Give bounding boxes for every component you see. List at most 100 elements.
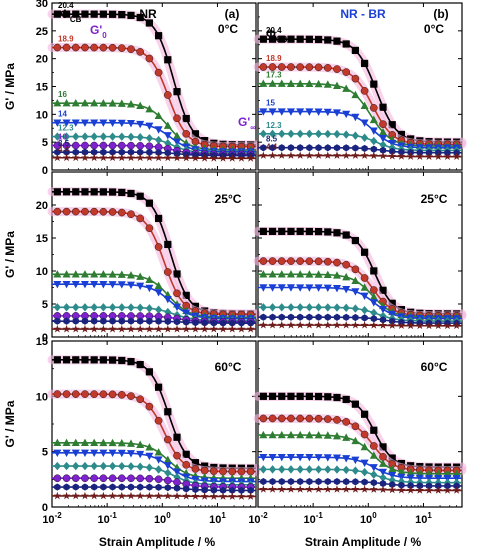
data-point: [90, 207, 98, 216]
data-point: [72, 132, 80, 141]
data-point: [108, 491, 117, 500]
series-4-4: [52, 153, 256, 162]
data-point: [99, 43, 108, 52]
data-point: [145, 104, 154, 113]
data-point: [342, 40, 350, 48]
data-point: [136, 272, 145, 280]
data-point: [360, 151, 369, 159]
data-point: [305, 270, 314, 278]
data-point: [369, 464, 378, 472]
data-point: [154, 111, 163, 119]
data-point: [136, 282, 145, 290]
data-point: [81, 317, 89, 325]
data-point: [72, 356, 80, 364]
data-point: [277, 454, 286, 462]
y-axis-title: G' / MPa: [3, 400, 17, 447]
x-tick-label: 101: [415, 511, 432, 526]
data-point: [259, 284, 268, 292]
data-point: [379, 443, 387, 451]
data-point: [126, 100, 135, 108]
data-point: [379, 146, 387, 154]
data-point: [71, 491, 80, 500]
data-point: [164, 56, 172, 64]
data-point: [278, 465, 286, 474]
data-point: [286, 284, 295, 292]
data-point: [246, 324, 255, 333]
uncertainty-band: [47, 389, 261, 477]
data-point: [145, 122, 154, 131]
uncertainty-band: [47, 43, 261, 152]
data-point: [145, 474, 154, 483]
data-point: [117, 208, 126, 217]
data-point: [259, 303, 267, 312]
data-point: [369, 321, 378, 329]
series-4-4: [258, 151, 462, 161]
data-point: [155, 483, 162, 491]
y-tick-label: 10: [36, 266, 48, 278]
data-point: [370, 479, 377, 487]
data-point: [286, 151, 295, 159]
data-point: [259, 320, 268, 329]
data-point: [323, 284, 332, 292]
panel-2-2: 25°C: [253, 171, 467, 338]
data-point: [342, 68, 350, 76]
data-point: [108, 449, 117, 458]
data-point: [332, 151, 341, 159]
data-point: [305, 454, 314, 462]
data-point: [342, 485, 351, 493]
data-point: [351, 276, 360, 284]
data-point: [425, 486, 434, 494]
data-point: [297, 313, 304, 321]
data-point: [136, 491, 145, 500]
data-point: [209, 154, 218, 162]
data-point: [137, 483, 144, 491]
data-point: [342, 260, 350, 269]
data-point: [164, 484, 171, 492]
data-point: [333, 229, 341, 237]
data-point: [246, 154, 255, 162]
data-point: [379, 479, 387, 488]
data-point: [53, 99, 62, 107]
data-point: [277, 257, 286, 265]
data-point: [342, 84, 351, 92]
data-point: [191, 465, 200, 473]
data-point: [314, 129, 323, 139]
x-axis-title-right: Strain Amplitude / %: [305, 535, 422, 549]
data-point: [154, 243, 163, 251]
data-point: [361, 478, 368, 486]
data-point: [269, 313, 276, 321]
data-point: [72, 10, 80, 18]
data-point: [154, 448, 163, 456]
data-point: [126, 491, 135, 500]
data-point: [296, 35, 304, 43]
data-point: [351, 466, 359, 475]
data-point: [415, 321, 424, 330]
data-point: [191, 130, 200, 138]
data-point: [361, 248, 369, 256]
data-point: [369, 292, 378, 301]
data-point: [145, 452, 154, 461]
data-point: [342, 418, 350, 426]
data-point: [332, 285, 341, 293]
data-point: [62, 281, 71, 289]
data-point: [71, 119, 80, 127]
data-point: [90, 153, 99, 162]
data-point: [118, 483, 125, 491]
data-point: [155, 32, 163, 40]
data-point: [136, 440, 145, 448]
data-point: [108, 303, 117, 312]
data-point: [54, 148, 61, 156]
data-point: [286, 108, 295, 116]
temperature-label: 25°C: [421, 192, 448, 206]
data-point: [434, 152, 443, 161]
data-point: [154, 153, 163, 162]
data-point: [145, 443, 154, 451]
data-point: [333, 393, 341, 402]
y-tick-label: 15: [36, 233, 48, 245]
data-point: [71, 449, 80, 457]
data-point: [333, 313, 341, 321]
data-point: [90, 324, 99, 333]
data-point: [127, 141, 135, 150]
data-point: [136, 303, 144, 312]
data-point: [137, 317, 144, 325]
